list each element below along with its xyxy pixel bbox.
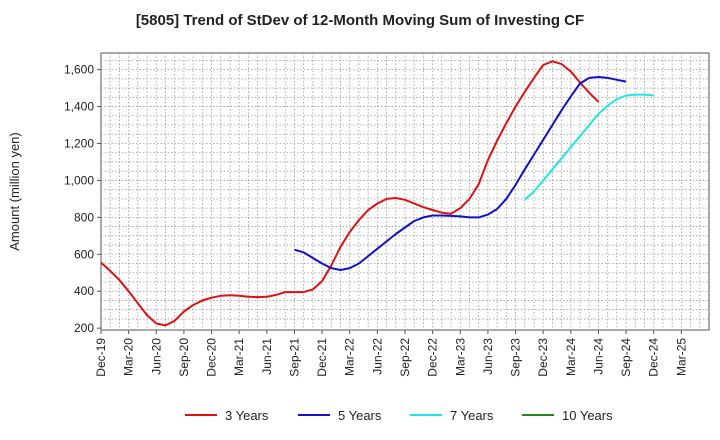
x-tick-label: Jun-24 bbox=[591, 338, 605, 375]
y-tick-label: 600 bbox=[74, 247, 94, 261]
x-tick-label: Dec-20 bbox=[205, 338, 219, 377]
x-tick-label: Dec-22 bbox=[426, 338, 440, 377]
x-tick-label: Jun-23 bbox=[481, 338, 495, 375]
y-tick-layer: 200 400 600 800 1,000 1,200 1,400 1,600 bbox=[64, 63, 101, 335]
x-tick-label: Dec-19 bbox=[94, 338, 108, 377]
x-tick-label: Dec-23 bbox=[536, 338, 550, 377]
x-tick-label: Sep-20 bbox=[177, 338, 191, 377]
x-tick-label: Sep-22 bbox=[398, 338, 412, 377]
x-tick-label: Jun-21 bbox=[260, 338, 274, 375]
x-tick-label: Sep-21 bbox=[287, 338, 301, 377]
grid-layer bbox=[100, 52, 710, 331]
y-tick-label: 1,600 bbox=[64, 63, 94, 77]
y-tick-label: 400 bbox=[74, 284, 94, 298]
x-tick-label: Mar-20 bbox=[122, 338, 136, 376]
legend: 3 Years 5 Years 7 Years 10 Years bbox=[185, 408, 613, 423]
legend-label-7-years: 7 Years bbox=[450, 408, 494, 423]
x-tick-label: Mar-24 bbox=[564, 338, 578, 376]
series-line-3-years bbox=[100, 60, 600, 327]
y-tick-label: 800 bbox=[74, 210, 94, 224]
y-tick-label: 1,200 bbox=[64, 136, 94, 150]
legend-label-3-years: 3 Years bbox=[225, 408, 269, 423]
y-tick-label: 1,400 bbox=[64, 100, 94, 114]
x-tick-label: Jun-22 bbox=[370, 338, 384, 375]
x-tick-label: Mar-25 bbox=[674, 338, 688, 376]
x-tick-label: Dec-21 bbox=[315, 338, 329, 377]
x-tick-label: Jun-20 bbox=[149, 338, 163, 375]
x-tick-label: Mar-21 bbox=[232, 338, 246, 376]
x-tick-layer: Dec-19 Mar-20 Jun-20 Sep-20 Dec-20 Mar-21 Jun-… bbox=[94, 330, 688, 377]
series-layer bbox=[100, 60, 654, 327]
legend-label-5-years: 5 Years bbox=[338, 408, 382, 423]
x-tick-label: Dec-24 bbox=[647, 338, 661, 377]
y-tick-label: 200 bbox=[74, 321, 94, 335]
x-tick-label: Sep-23 bbox=[509, 338, 523, 377]
series-line-7-years bbox=[524, 93, 654, 201]
x-tick-label: Sep-24 bbox=[619, 338, 633, 377]
legend-label-10-years: 10 Years bbox=[562, 408, 613, 423]
chart-title: [5805] Trend of StDev of 12-Month Moving… bbox=[135, 12, 585, 29]
x-tick-label: Mar-22 bbox=[343, 338, 357, 376]
x-tick-label: Mar-23 bbox=[453, 338, 467, 376]
y-axis-label: Amount (million yen) bbox=[7, 132, 22, 251]
series-line-5-years bbox=[294, 76, 627, 271]
y-tick-label: 1,000 bbox=[64, 173, 94, 187]
